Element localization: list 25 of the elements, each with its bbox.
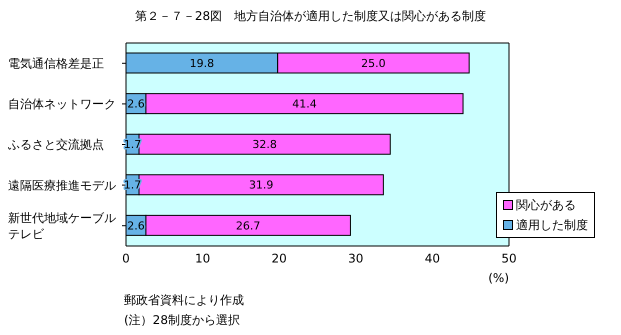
y-tick-label: 電気通信格差是正: [8, 56, 104, 70]
x-tick-label: 30: [348, 252, 364, 266]
x-axis-title: (%): [488, 271, 509, 285]
chart-title: 第２－７－28図 地方自治体が適用した制度又は関心がある制度: [134, 8, 488, 25]
y-tick-label: 自治体ネットワーク: [8, 97, 116, 112]
legend-label: 関心がある: [516, 196, 576, 214]
y-tick-label: 遠隔医療推進モデル: [8, 178, 116, 192]
data-label: 19.8: [190, 56, 214, 70]
x-tick-label: 40: [424, 252, 440, 266]
data-label: 31.9: [248, 178, 274, 192]
y-tick-label: ふるさと交流拠点: [7, 138, 104, 152]
y-tick-label: 新世代地域ケーブルテレビ: [8, 210, 116, 241]
data-label: 32.8: [252, 138, 277, 152]
text: 郵政省資料により作成: [124, 292, 244, 309]
data-label: 26.7: [236, 219, 260, 232]
data-label: 41.4: [292, 97, 317, 110]
legend-label: 適用した制度: [516, 216, 588, 234]
data-label: 2.6: [127, 97, 145, 110]
data-label: 2.6: [127, 219, 145, 232]
data-label: 25.0: [361, 56, 386, 70]
x-tick-label: 0: [122, 252, 130, 266]
x-tick-label: 10: [194, 252, 210, 266]
text: (注）28制度から選択: [124, 312, 241, 329]
x-tick-label: 50: [501, 252, 517, 266]
x-tick-label: 20: [272, 252, 287, 266]
